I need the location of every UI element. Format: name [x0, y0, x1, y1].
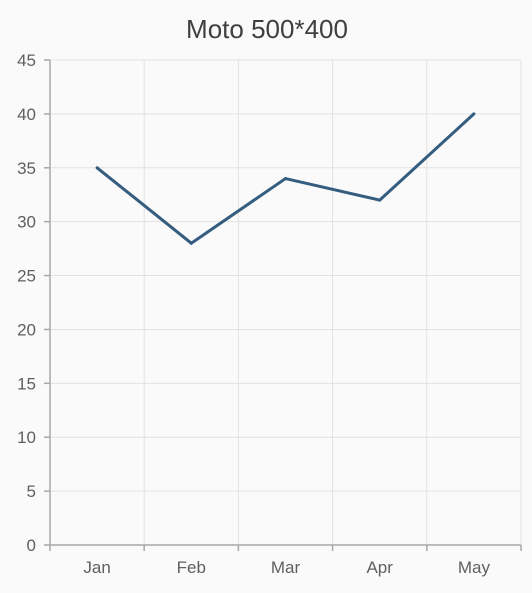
data-point: [189, 241, 193, 245]
axes: [44, 59, 522, 551]
y-tick-label: 5: [27, 482, 36, 501]
y-tick-label: 15: [17, 374, 36, 393]
y-tick-label: 20: [17, 320, 36, 339]
data-point: [95, 166, 99, 170]
gridlines: [50, 59, 522, 545]
data-point: [472, 112, 476, 116]
y-tick-label: 25: [17, 267, 36, 286]
y-tick-label: 10: [17, 428, 36, 447]
x-tick-label: Feb: [177, 558, 206, 577]
series-layer: [95, 112, 476, 246]
y-tick-label: 35: [17, 159, 36, 178]
data-point: [378, 198, 382, 202]
x-tick-label: May: [458, 558, 491, 577]
chart-title: Moto 500*400: [186, 14, 348, 44]
y-tick-label: 30: [17, 213, 36, 232]
x-tick-label: Mar: [271, 558, 301, 577]
x-tick-label: Jan: [83, 558, 110, 577]
y-tick-label: 0: [27, 536, 36, 555]
y-tick-label: 40: [17, 105, 36, 124]
y-tick-label: 45: [17, 51, 36, 70]
tick-labels: 0 5 10 15 20 25 30 35 40 45 Jan Feb Mar Apr May: [17, 51, 490, 577]
x-tick-label: Apr: [366, 558, 393, 577]
data-point: [284, 177, 287, 181]
